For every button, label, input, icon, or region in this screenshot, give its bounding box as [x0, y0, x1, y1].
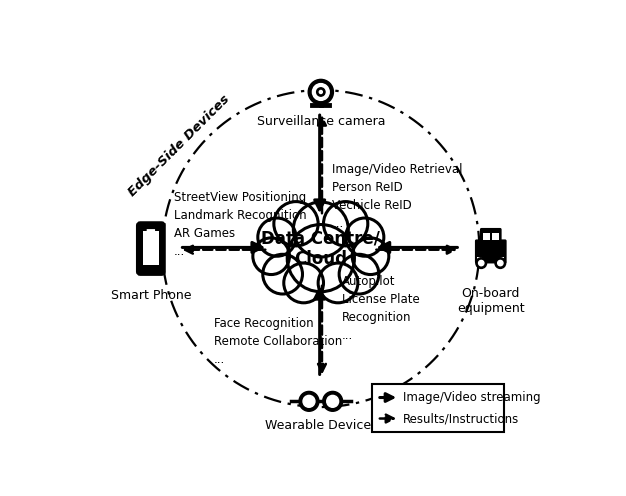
Text: StreetView Positioning
Landmark Recognition
AR Games
...: StreetView Positioning Landmark Recognit… — [174, 191, 306, 258]
Text: Results/Instructions: Results/Instructions — [403, 412, 519, 425]
FancyBboxPatch shape — [491, 233, 499, 240]
Circle shape — [476, 258, 486, 268]
FancyBboxPatch shape — [143, 231, 159, 265]
Circle shape — [327, 395, 339, 407]
Text: Face Recognition
Remote Collaboration
...: Face Recognition Remote Collaboration ..… — [214, 317, 342, 367]
Circle shape — [308, 79, 334, 105]
Circle shape — [318, 263, 358, 303]
Circle shape — [253, 238, 289, 275]
Circle shape — [312, 84, 329, 100]
Circle shape — [324, 201, 368, 246]
Circle shape — [287, 225, 354, 292]
FancyBboxPatch shape — [146, 229, 155, 233]
Circle shape — [299, 391, 319, 411]
Text: Wearable Devices: Wearable Devices — [265, 419, 377, 433]
FancyBboxPatch shape — [477, 257, 482, 261]
Circle shape — [498, 260, 503, 266]
Text: Image/Video Retrieval
Person ReID
Vechicle ReID
...: Image/Video Retrieval Person ReID Vechic… — [332, 163, 463, 230]
FancyBboxPatch shape — [138, 223, 164, 274]
Circle shape — [258, 218, 296, 256]
Text: Image/Video streaming: Image/Video streaming — [403, 391, 541, 404]
Circle shape — [352, 238, 389, 275]
Circle shape — [323, 391, 342, 411]
Circle shape — [274, 201, 318, 246]
Text: Edge-Side Devices: Edge-Side Devices — [126, 92, 233, 199]
Text: Autopilot
License Plate
Recognition
...: Autopilot License Plate Recognition ... — [342, 275, 419, 342]
Text: Surveillance camera: Surveillance camera — [257, 115, 385, 128]
Circle shape — [294, 202, 348, 257]
Circle shape — [284, 263, 324, 303]
FancyBboxPatch shape — [475, 240, 506, 263]
FancyBboxPatch shape — [500, 257, 505, 261]
Circle shape — [303, 395, 315, 407]
Text: On-board
equipment: On-board equipment — [457, 287, 525, 315]
Circle shape — [263, 254, 302, 294]
Circle shape — [478, 260, 484, 266]
Circle shape — [319, 90, 322, 94]
Text: Data Centre/
Cloud: Data Centre/ Cloud — [262, 229, 380, 268]
Circle shape — [317, 88, 325, 96]
Circle shape — [495, 258, 506, 268]
FancyBboxPatch shape — [372, 384, 504, 432]
FancyBboxPatch shape — [483, 233, 490, 240]
FancyBboxPatch shape — [480, 228, 501, 243]
Circle shape — [346, 218, 384, 256]
Circle shape — [339, 254, 379, 294]
Text: Smart Phone: Smart Phone — [111, 289, 191, 302]
